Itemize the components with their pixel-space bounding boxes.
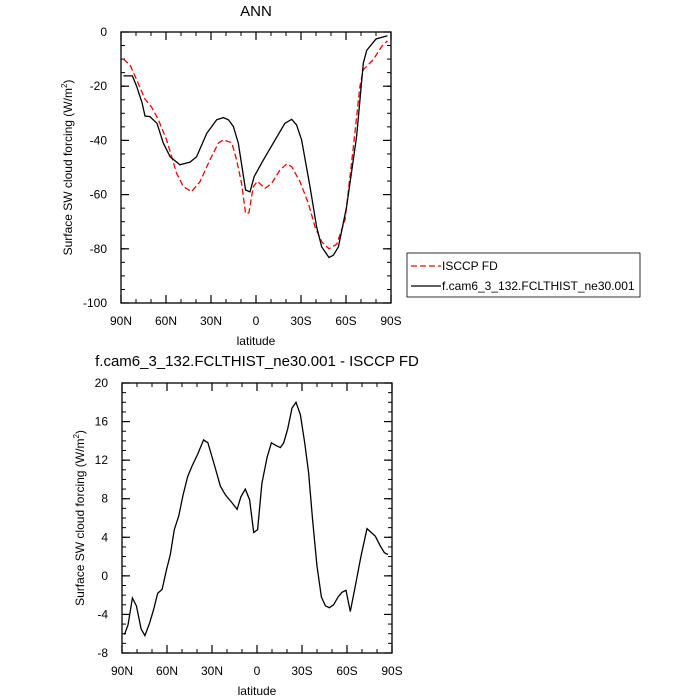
- y-axis-label: Surface SW cloud forcing (W/m2): [60, 80, 75, 256]
- y-axis-label-text: Surface SW cloud forcing (W/m: [61, 88, 75, 255]
- chart-title: f.cam6_3_132.FCLTHIST_ne30.001 - ISCCP F…: [95, 353, 419, 370]
- plot-frame: [120, 31, 392, 304]
- plot-frame: [121, 382, 393, 654]
- y-axis-label-superscript: 2: [60, 83, 69, 88]
- x-axis-label: latitude: [237, 334, 276, 348]
- y-tick-label: -4: [97, 607, 108, 621]
- x-tick-label: 90N: [111, 664, 133, 678]
- y-tick-label: -80: [90, 242, 108, 256]
- y-axis-label-superscript: 2: [72, 434, 81, 439]
- x-tick-label: 30S: [291, 664, 312, 678]
- x-tick-label: 60S: [336, 664, 357, 678]
- chart-title: ANN: [240, 3, 272, 20]
- y-tick-label: -60: [90, 188, 108, 202]
- x-tick-label: 90S: [381, 664, 402, 678]
- y-tick-label: 12: [95, 453, 109, 467]
- legend: ISCCP FD f.cam6_3_132.FCLTHIST_ne30.001: [406, 252, 641, 298]
- y-tick-label: -20: [90, 79, 108, 93]
- y-tick-label: 0: [100, 25, 107, 39]
- legend-box: [406, 252, 641, 298]
- y-tick-label: 4: [101, 530, 108, 544]
- y-axis-label-close: ): [61, 80, 75, 84]
- y-tick-label: 20: [95, 376, 109, 390]
- y-tick-label: 0: [101, 569, 108, 583]
- x-tick-label: 30S: [290, 314, 311, 328]
- y-axis-label-text: Surface SW cloud forcing (W/m: [73, 439, 87, 606]
- series-line-1-2: [123, 35, 388, 259]
- legend-label-2: f.cam6_3_132.FCLTHIST_ne30.001: [442, 279, 635, 293]
- x-tick-label: 60N: [155, 314, 177, 328]
- chart-panel-1: 90N 60N 30N 0 30S 60S 90S 0 -20 -40 -60 -80 -100 ANN l…: [60, 3, 402, 348]
- y-tick-label: -100: [83, 296, 107, 310]
- x-tick-label: 0: [254, 664, 261, 678]
- x-tick-label: 30N: [200, 314, 222, 328]
- y-tick-label: -8: [97, 646, 108, 660]
- x-tick-label: 90S: [380, 314, 401, 328]
- series-line-2-1: [123, 400, 389, 638]
- y-axis-label-close: ): [73, 430, 87, 434]
- x-tick-label: 0: [253, 314, 260, 328]
- y-tick-label: 8: [101, 492, 108, 506]
- y-axis-label: Surface SW cloud forcing (W/m2): [72, 430, 87, 606]
- x-tick-label: 30N: [201, 664, 223, 678]
- x-tick-label: 60S: [335, 314, 356, 328]
- y-tick-label: 16: [95, 415, 109, 429]
- x-tick-label: 60N: [156, 664, 178, 678]
- chart-panel-2: 90N 60N 30N 0 30S 60S 90S 20 16 12 8 4 0 -4 -8 f.cam6_3…: [72, 353, 419, 698]
- series-line-1-1: [122, 40, 388, 250]
- legend-label-1: ISCCP FD: [442, 259, 498, 273]
- x-tick-label: 90N: [110, 314, 132, 328]
- y-tick-label: -40: [90, 133, 108, 147]
- x-axis-label: latitude: [238, 684, 277, 698]
